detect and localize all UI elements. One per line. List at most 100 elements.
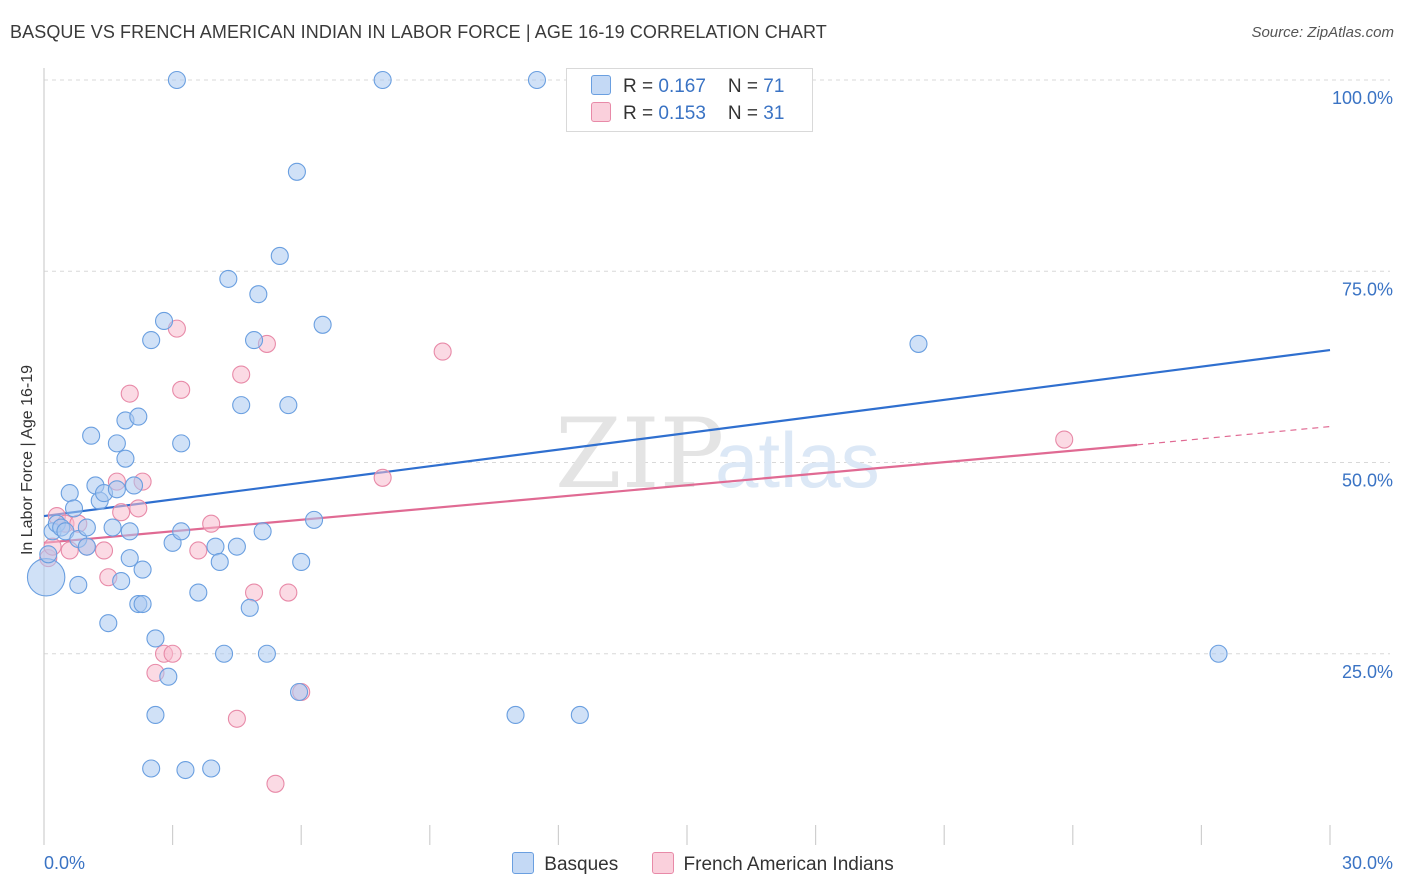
data-point-basques (172, 522, 191, 541)
watermark-zip: ZIP (555, 398, 724, 510)
data-point-basques (77, 537, 96, 556)
data-point-basques (116, 449, 135, 468)
trend-line-basques (43, 348, 1331, 518)
y-tick-label: 75.0% (1342, 279, 1393, 299)
data-point-basques (172, 434, 191, 453)
data-point-basques (107, 434, 126, 453)
data-point-basques (232, 396, 251, 415)
data-point-basques (133, 560, 152, 579)
data-point-basques (290, 682, 309, 702)
data-point-basques (107, 480, 126, 499)
data-point-basques (124, 476, 144, 495)
data-point-french-american-indians (163, 644, 182, 663)
data-point-basques (167, 70, 186, 90)
legend-swatch-pink (591, 102, 611, 122)
legend-swatch-blue (512, 852, 535, 874)
y-tick-label: 25.0% (1342, 662, 1393, 682)
x-tick-label: 30.0% (1342, 853, 1393, 873)
data-point-french-american-indians (227, 709, 246, 728)
data-point-french-american-indians (94, 541, 114, 560)
data-point-basques (77, 518, 96, 537)
points-basques (26, 70, 1228, 780)
source-credit: Source: ZipAtlas.com (1251, 24, 1394, 41)
data-point-basques (313, 315, 332, 334)
data-point-basques (189, 583, 208, 602)
data-point-basques (253, 522, 272, 541)
data-point-basques (305, 510, 324, 529)
data-point-french-american-indians (266, 774, 285, 793)
legend-r-value: 0.167 (658, 76, 706, 97)
legend-r-value: 0.153 (658, 103, 706, 124)
data-point-basques (146, 629, 165, 648)
y-axis-label: In Labor Force | Age 16-19 (19, 364, 36, 556)
data-point-basques (120, 549, 139, 568)
data-point-basques (210, 552, 229, 572)
data-point-basques (202, 759, 221, 778)
y-tick-label: 50.0% (1342, 471, 1393, 491)
data-point-basques (142, 331, 161, 350)
data-point-basques (227, 537, 246, 556)
data-point-basques (60, 484, 79, 503)
data-point-basques (176, 760, 195, 780)
data-point-basques (82, 426, 101, 445)
data-point-basques (909, 334, 928, 353)
x-tick-label: 0.0% (44, 853, 85, 873)
data-point-french-american-indians (129, 499, 148, 518)
data-point-basques (257, 644, 276, 663)
series-legend: Basques French American Indians (0, 852, 1406, 876)
legend-n-value: 31 (763, 103, 785, 124)
data-point-basques (287, 162, 306, 181)
data-point-french-american-indians (373, 468, 392, 487)
trend-line-extension (1137, 425, 1331, 446)
data-point-french-american-indians (189, 541, 208, 560)
legend: R = 0.167 N = 71 R = 0.153 N = 31 (566, 68, 813, 132)
data-point-french-american-indians (172, 380, 191, 399)
legend-r-label: R = (623, 103, 659, 124)
data-point-french-american-indians (244, 583, 264, 602)
legend-label-french-american-indians: French American Indians (683, 854, 894, 875)
legend-r-label: R = (623, 76, 659, 97)
data-point-french-american-indians (232, 365, 251, 384)
legend-row-basques: R = 0.167 N = 71 (591, 75, 784, 101)
legend-swatch-pink (651, 852, 674, 874)
data-point-french-american-indians (112, 503, 131, 522)
data-point-basques (112, 572, 131, 591)
data-point-basques (142, 759, 161, 778)
watermark: ZIP atlas (555, 398, 880, 510)
data-point-basques (270, 246, 289, 265)
legend-label-basques: Basques (544, 854, 619, 875)
data-point-basques (244, 331, 264, 350)
data-point-basques (39, 545, 58, 564)
data-point-french-american-indians (279, 583, 298, 602)
legend-item-basques: Basques (512, 852, 618, 876)
watermark-atlas: atlas (715, 416, 880, 504)
data-point-basques (506, 705, 525, 725)
data-point-basques (103, 518, 122, 537)
data-point-basques (129, 407, 148, 426)
legend-n-value: 71 (763, 76, 785, 97)
data-point-basques (240, 598, 259, 617)
tick-labels: 25.0% 50.0% 75.0% 100.0% 0.0% 30.0% (44, 88, 1393, 873)
legend-n-label: N = (727, 103, 764, 124)
data-point-french-american-indians (433, 342, 452, 361)
data-point-french-american-indians (202, 514, 221, 533)
data-point-basques (206, 537, 225, 556)
data-point-basques (159, 667, 178, 686)
legend-swatch-blue (591, 75, 611, 95)
data-point-basques (570, 705, 589, 725)
data-point-basques (214, 644, 234, 663)
data-point-basques (219, 269, 238, 288)
data-point-basques (292, 552, 311, 572)
data-point-basques (279, 396, 298, 415)
trend-lines (43, 348, 1331, 544)
data-point-basques (99, 614, 118, 633)
legend-item-french-american-indians: French American Indians (651, 852, 894, 876)
y-tick-label: 100.0% (1332, 88, 1393, 108)
data-point-basques (64, 499, 84, 518)
axes (43, 68, 1331, 845)
data-point-basques (1209, 644, 1228, 663)
points-french-american-indians (39, 319, 1074, 793)
data-point-basques (69, 575, 88, 594)
data-point-french-american-indians (1055, 430, 1074, 449)
